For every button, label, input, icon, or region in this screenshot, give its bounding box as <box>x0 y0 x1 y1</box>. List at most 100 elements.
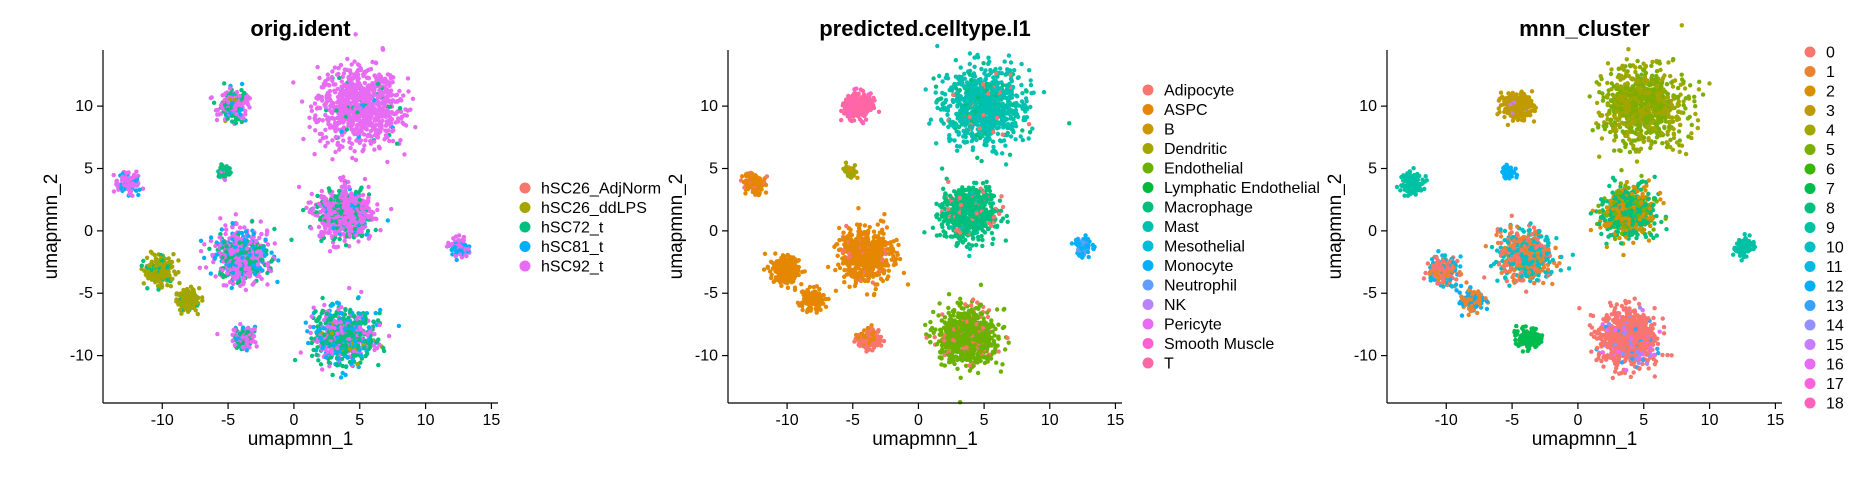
point <box>389 206 394 212</box>
point <box>1008 124 1013 129</box>
point <box>338 375 344 380</box>
point <box>935 105 940 111</box>
point <box>334 340 339 345</box>
point <box>406 89 411 94</box>
point <box>955 148 960 153</box>
point <box>975 95 980 100</box>
point <box>309 191 314 197</box>
point <box>239 119 244 125</box>
point <box>234 336 240 341</box>
point <box>991 130 996 135</box>
point <box>992 122 997 127</box>
point <box>344 95 350 100</box>
point <box>334 362 340 368</box>
point <box>356 295 361 300</box>
point <box>247 252 253 258</box>
point <box>340 144 345 149</box>
point <box>364 202 369 208</box>
point <box>329 330 335 336</box>
point <box>350 92 355 97</box>
point <box>111 189 117 194</box>
point <box>363 138 368 143</box>
legend-marker <box>519 202 531 213</box>
point <box>179 311 184 316</box>
point <box>389 117 395 122</box>
point <box>951 99 956 105</box>
point <box>366 98 371 104</box>
point <box>325 72 330 77</box>
point <box>338 320 343 325</box>
point <box>336 356 341 361</box>
point <box>202 255 207 261</box>
point <box>973 109 978 115</box>
point <box>371 319 376 324</box>
point <box>354 100 359 105</box>
y-tick-label: 0 <box>84 223 93 240</box>
point <box>928 117 934 122</box>
point <box>272 241 277 246</box>
point <box>339 84 344 89</box>
point <box>225 116 230 121</box>
point <box>324 338 329 343</box>
point <box>334 108 339 113</box>
point <box>362 345 367 350</box>
point <box>338 324 344 330</box>
point <box>362 176 368 182</box>
point <box>241 276 246 281</box>
point <box>385 110 390 115</box>
point <box>452 245 458 250</box>
point <box>252 280 257 285</box>
point <box>983 68 988 73</box>
point <box>329 211 334 217</box>
point <box>357 197 363 203</box>
point <box>318 336 323 341</box>
point <box>976 106 981 111</box>
point <box>335 86 340 92</box>
point <box>446 243 452 249</box>
point <box>320 295 325 301</box>
point <box>347 119 352 124</box>
point <box>1016 75 1021 80</box>
point <box>963 118 969 124</box>
point <box>188 284 194 289</box>
point <box>316 93 321 98</box>
point <box>359 353 364 358</box>
point <box>1000 151 1005 156</box>
point <box>951 92 956 98</box>
point <box>316 201 322 206</box>
point <box>369 209 374 214</box>
point <box>377 311 382 316</box>
legend-marker <box>519 182 531 194</box>
point <box>461 234 467 240</box>
point <box>961 84 967 89</box>
point <box>257 274 262 279</box>
point <box>140 186 146 191</box>
point <box>346 202 351 208</box>
point <box>362 108 367 113</box>
point <box>1028 82 1034 88</box>
point <box>338 91 343 96</box>
point <box>312 101 318 106</box>
point <box>1008 114 1014 120</box>
point <box>326 360 331 365</box>
point <box>952 138 957 143</box>
point <box>379 91 384 96</box>
point <box>325 117 330 122</box>
point <box>389 110 395 115</box>
point <box>355 78 360 84</box>
point <box>307 209 312 215</box>
point <box>1003 143 1008 148</box>
point <box>405 76 411 81</box>
point <box>988 67 993 73</box>
point <box>353 189 359 195</box>
point <box>265 242 271 247</box>
point <box>1021 102 1026 107</box>
point <box>374 339 380 345</box>
point <box>968 101 973 107</box>
point <box>316 224 322 230</box>
point <box>968 78 974 83</box>
point <box>169 259 175 264</box>
point <box>1019 61 1024 67</box>
point <box>971 136 976 141</box>
point <box>975 155 980 160</box>
